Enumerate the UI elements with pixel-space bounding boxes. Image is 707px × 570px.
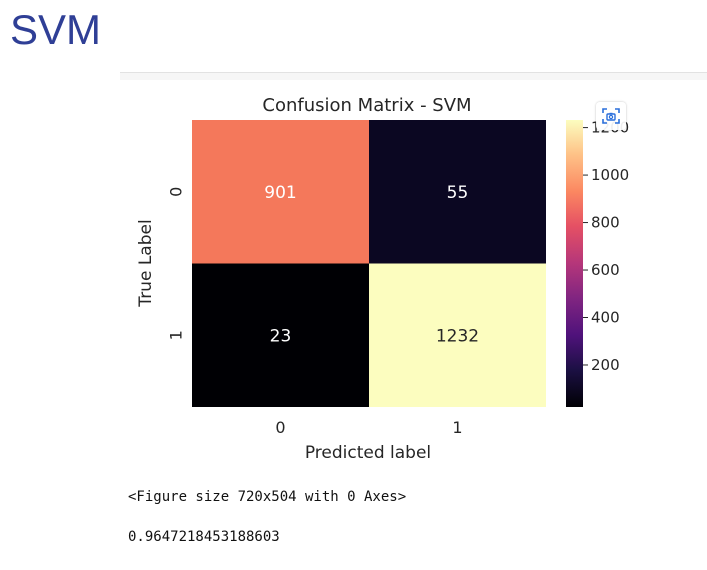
heatmap-cell-1-1 [369,263,546,407]
figure-size-output: <Figure size 720x504 with 0 Axes> [128,489,407,505]
cell-value-label-0-1: 55 [447,183,469,203]
y-axis-label: True Label [136,219,156,307]
accuracy-score-output: 0.9647218453188603 [128,529,280,545]
colorbar [566,120,583,407]
heatmap-cell-1-0 [192,263,369,407]
x-axis-label: Predicted label [305,443,431,463]
slide-heading: SVM [10,6,102,53]
colorbar-tick-label-4: 1000 [591,166,629,184]
camera-scan-icon [602,108,620,124]
colorbar-tick-label-0: 200 [591,356,620,374]
y-tick-label-1: 1 [167,330,186,340]
notebook-cell-divider [120,72,707,80]
x-tick-label-0: 0 [275,418,285,437]
chart-title: Confusion Matrix - SVM [262,95,471,116]
cell-value-label-1-1: 1232 [436,326,479,346]
heatmap-cell-0-1 [369,120,546,264]
colorbar-tick-label-2: 600 [591,261,620,279]
cell-value-label-0-0: 901 [264,183,296,203]
screenshot-button[interactable] [596,102,626,130]
y-tick-label-0: 0 [167,187,186,197]
colorbar-tick-label-3: 800 [591,214,620,232]
heatmap-cell-0-0 [192,120,369,264]
x-tick-label-1: 1 [452,418,462,437]
cell-value-label-1-0: 23 [270,326,292,346]
colorbar-tick-label-1: 400 [591,309,620,327]
